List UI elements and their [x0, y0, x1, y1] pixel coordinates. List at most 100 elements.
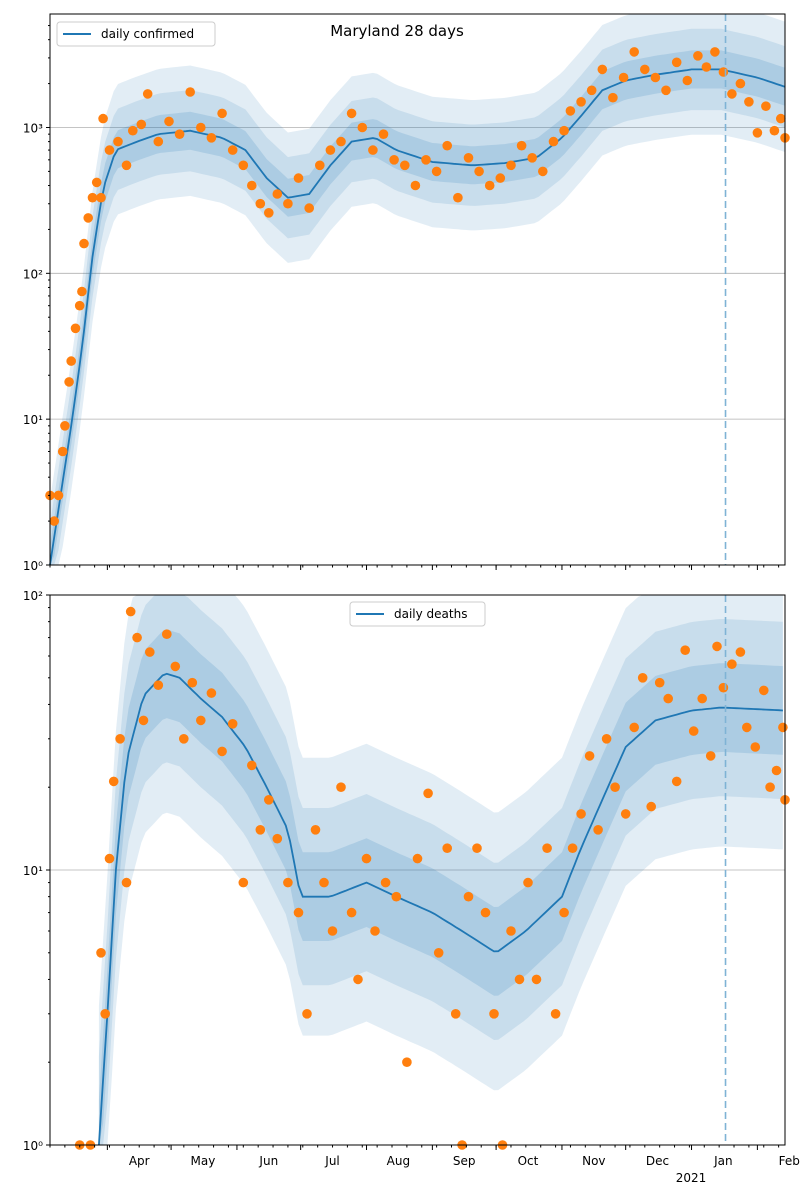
deaths-observed-point: [346, 907, 357, 918]
confirmed-x-ticks: [49, 565, 780, 570]
confirmed-band-3: [50, 50, 785, 565]
deaths-observed-point: [319, 877, 329, 888]
deaths-observed-point: [531, 974, 542, 985]
deaths-observed-point: [361, 853, 372, 864]
confirmed-observed-point: [91, 177, 102, 188]
deaths-observed-point: [327, 926, 338, 936]
confirmed-observed-point: [559, 125, 569, 136]
deaths-observed-point: [593, 825, 603, 835]
deaths-observed-point: [629, 722, 639, 733]
deaths-observed-point: [125, 606, 136, 617]
deaths-observed-point: [559, 907, 569, 918]
deaths-observed-point: [712, 641, 722, 652]
confirmed-observed-point: [66, 356, 76, 366]
deaths-observed-point: [272, 833, 283, 844]
confirmed-plot-area: [50, 14, 785, 565]
confirmed-observed-point: [64, 377, 74, 387]
confirmed-observed-point: [283, 198, 293, 209]
confirmed-observed-point: [776, 113, 786, 124]
deaths-observed-point: [353, 974, 363, 985]
confirmed-observed-point: [96, 192, 106, 203]
deaths-observed-point: [463, 891, 474, 902]
confirmed-legend-label: daily confirmed: [101, 27, 194, 41]
deaths-observed-point: [121, 877, 132, 888]
confirmed-observed-point: [136, 119, 147, 130]
confirmed-observed-point: [77, 286, 87, 297]
confirmed-chart-panel: 10⁰ 10¹ 10² 10³ Maryland 28 days daily conf…: [23, 13, 790, 573]
confirmed-observed-point: [121, 160, 132, 171]
deaths-observed-point: [247, 760, 257, 771]
deaths-observed-point: [179, 734, 189, 744]
deaths-observed-point: [584, 751, 595, 761]
confirmed-observed-point: [368, 145, 378, 155]
deaths-observed-point: [138, 715, 149, 726]
deaths-observed-point: [283, 877, 293, 888]
confirmed-observed-point: [548, 136, 559, 147]
deaths-observed-point: [542, 843, 552, 853]
deaths-observed-point: [742, 722, 752, 733]
x-tick-label-nov: Nov: [582, 1154, 605, 1168]
deaths-observed-point: [115, 734, 125, 744]
confirmed-observed-point: [325, 145, 336, 155]
confirmed-observed-point: [650, 72, 661, 83]
deaths-observed-point: [567, 843, 578, 853]
deaths-observed-point: [646, 801, 656, 812]
confirmed-observed-point: [104, 145, 115, 155]
deaths-observed-point: [750, 742, 761, 752]
confirmed-y-ticks: 10⁰ 10¹ 10² 10³: [23, 25, 50, 573]
confirmed-observed-point: [272, 189, 283, 199]
confirmed-observed-point: [378, 129, 389, 139]
deaths-observed-point: [402, 1057, 412, 1067]
deaths-observed-point: [336, 782, 346, 792]
deaths-observed-point: [705, 751, 716, 761]
confirmed-y-tick-label: 10³: [23, 121, 43, 135]
deaths-observed-points: [74, 606, 790, 1150]
confirmed-observed-point: [701, 62, 712, 72]
deaths-observed-point: [391, 891, 402, 902]
deaths-observed-point: [145, 647, 155, 657]
deaths-observed-point: [654, 677, 665, 688]
confirmed-observed-point: [336, 136, 346, 147]
confirmed-observed-point: [164, 116, 174, 127]
deaths-observed-point: [759, 685, 769, 696]
confirmed-observed-point: [735, 78, 746, 89]
confirmed-observed-point: [442, 140, 453, 151]
deaths-observed-point: [576, 809, 586, 819]
confirmed-model-path: [49, 68, 786, 566]
confirmed-observed-point: [57, 446, 68, 457]
confirmed-y-tick-label: 10²: [23, 267, 43, 281]
deaths-observed-point: [206, 688, 217, 698]
deaths-observed-point: [727, 659, 737, 669]
confirmed-legend-box: [56, 21, 216, 47]
confirmed-observed-points: [45, 47, 790, 526]
deaths-legend: daily deaths: [349, 601, 486, 627]
deaths-observed-point: [423, 788, 433, 799]
confirmed-axes-frame: [49, 13, 786, 566]
confirmed-band-2: [50, 28, 785, 566]
confirmed-observed-point: [98, 113, 108, 124]
confirmed-observed-point: [206, 133, 217, 143]
deaths-observed-point: [255, 825, 266, 835]
confirmed-observed-point: [410, 180, 421, 191]
deaths-observed-point: [96, 948, 106, 958]
deaths-observed-point: [100, 1009, 110, 1019]
x-tick-label-feb: Feb: [779, 1154, 800, 1168]
deaths-observed-point: [680, 645, 690, 655]
deaths-y-tick-label: 10²: [23, 589, 43, 603]
deaths-observed-point: [187, 677, 198, 688]
confirmed-observed-point: [527, 153, 537, 163]
deaths-observed-point: [450, 1009, 461, 1019]
confirmed-observed-point: [142, 89, 153, 99]
deaths-observed-point: [302, 1009, 312, 1019]
confirmed-observed-point: [174, 129, 185, 139]
confirmed-observed-point: [227, 145, 238, 155]
confirmed-observed-point: [255, 198, 266, 209]
confirmed-observed-point: [565, 106, 576, 116]
deaths-observed-point: [523, 877, 533, 888]
x-tick-label-jul: Jul: [324, 1154, 339, 1168]
deaths-observed-point: [412, 853, 423, 864]
confirmed-observed-point: [128, 125, 138, 136]
confirmed-observed-point: [463, 153, 474, 163]
deaths-observed-point: [771, 765, 782, 776]
